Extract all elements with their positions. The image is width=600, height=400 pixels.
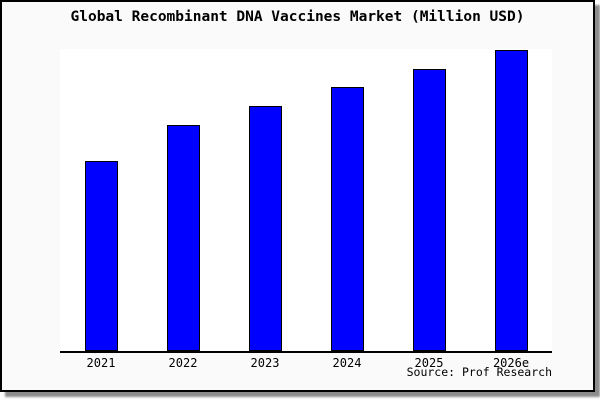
bar-2024 (330, 87, 364, 351)
bar-2025 (412, 69, 446, 351)
bar-2026e (494, 50, 528, 351)
bar-2021 (84, 161, 118, 351)
source-credit: Source: Prof Research (406, 365, 552, 379)
bar-2023 (248, 106, 282, 351)
chart-frame: Global Recombinant DNA Vaccines Market (… (0, 0, 595, 392)
chart-title: Global Recombinant DNA Vaccines Market (… (70, 9, 525, 25)
x-tick-label-2021: 2021 (86, 356, 116, 370)
x-tick-label-2022: 2022 (168, 356, 198, 370)
x-tick-label-2024: 2024 (332, 356, 362, 370)
x-tick-label-2025: 2025 (414, 356, 444, 370)
x-tick-label-2026e: 2026e (492, 356, 530, 370)
bar-2022 (166, 125, 200, 351)
x-tick-label-2023: 2023 (250, 356, 280, 370)
plot-area: 2021 2022 2023 2024 2025 2026e (60, 49, 552, 370)
